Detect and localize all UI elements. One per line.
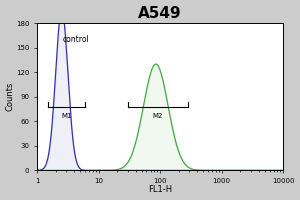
Title: A549: A549 <box>138 6 182 21</box>
Y-axis label: Counts: Counts <box>6 82 15 111</box>
Text: M2: M2 <box>153 113 163 119</box>
Text: control: control <box>63 35 90 44</box>
Text: M1: M1 <box>61 113 72 119</box>
X-axis label: FL1-H: FL1-H <box>148 185 172 194</box>
